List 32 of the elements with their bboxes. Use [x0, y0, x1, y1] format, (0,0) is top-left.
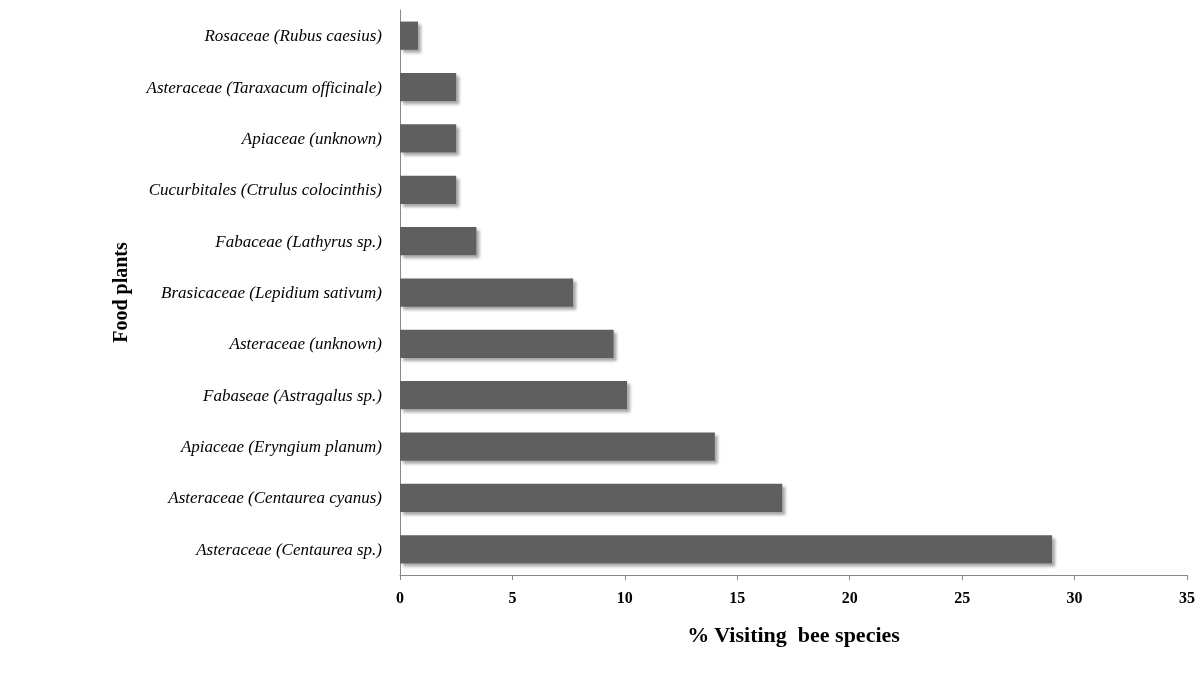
y-tick-label: Rosaceae (Rubus caesius): [203, 26, 383, 46]
x-tick-label: 10: [616, 588, 633, 606]
x-tick-label: 25: [954, 588, 971, 606]
bar: [400, 278, 574, 307]
y-tick-label: Asteraceae (Taraxacum officinale): [145, 77, 383, 97]
bar: [400, 483, 783, 513]
y-tick-label: Cucurbitales (Ctrulus colocinthis): [148, 180, 383, 200]
bar: [400, 432, 715, 461]
y-axis-title: Food plants: [109, 241, 132, 343]
y-tick-label: Asteraceae (Centaurea sp.): [195, 539, 383, 559]
bar: [400, 124, 457, 153]
x-tick-label: 30: [1066, 588, 1083, 606]
x-axis-title: % Visiting bee species: [687, 621, 901, 647]
y-tick-label: Asteraceae (Centaurea cyanus): [167, 488, 383, 508]
x-tick-label: 15: [729, 588, 746, 606]
bar: [400, 329, 614, 358]
y-tick-label: Asteraceae (unknown): [228, 334, 383, 354]
x-tick-label: 20: [841, 588, 858, 606]
y-tick-label: Apiaceae (Eryngium planum): [179, 437, 383, 457]
x-tick-label: 0: [396, 588, 404, 606]
bar: [400, 381, 628, 410]
x-tick-label: 35: [1179, 588, 1195, 606]
bar: [400, 227, 477, 256]
bar: [400, 72, 457, 102]
y-tick-label: Brasicaceae (Lepidium sativum): [161, 283, 383, 302]
bar: [400, 21, 418, 50]
y-tick-label: Fabaseae (Astragalus sp.): [202, 385, 383, 405]
y-tick-label: Fabaceae (Lathyrus sp.): [214, 231, 383, 251]
bar: [400, 175, 457, 204]
y-tick-label: Apiaceae (unknown): [240, 128, 383, 148]
x-tick-label: 5: [508, 588, 517, 606]
bar: [400, 535, 1053, 564]
